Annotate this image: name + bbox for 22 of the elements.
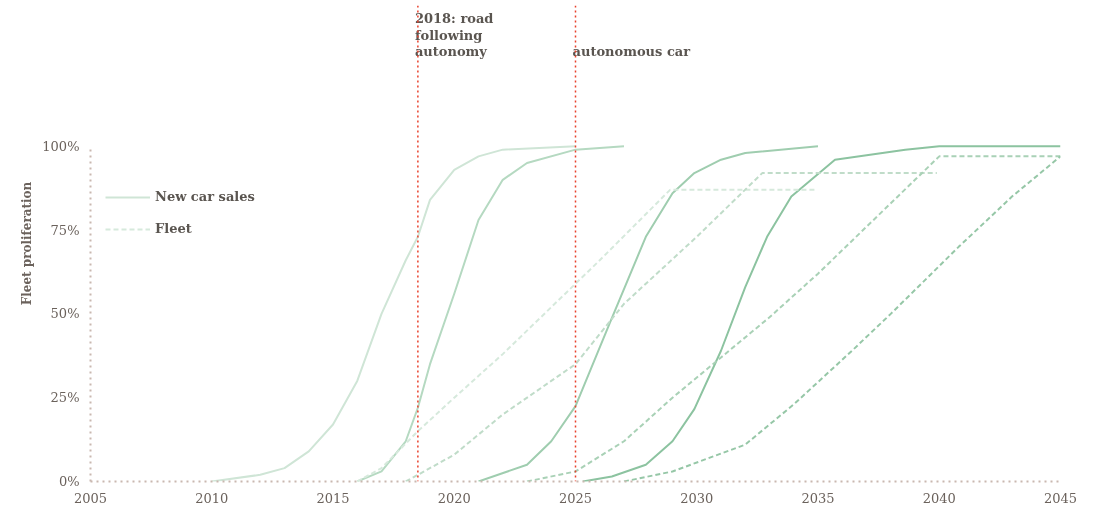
x-tick-label: 2010 [195,490,229,506]
legend-label: New car sales [155,189,255,205]
ref-line-label: 2018: road following autonomy [414,11,494,60]
y-tick-label: 25% [50,390,80,406]
line-series [404,172,938,482]
x-tick-label: 2040 [922,490,956,506]
y-tick-label: 0% [58,474,80,489]
ref-line-label: autonomous car [572,44,691,60]
x-tick-label: 2005 [73,490,108,506]
line-series [356,188,817,482]
y-tick-label: 100% [42,138,80,154]
y-tick-label: 75% [50,222,80,238]
legend-label: Fleet [155,221,192,237]
y-axis-title: Fleet proliferation [20,181,35,306]
x-tick-label: 2045 [1043,490,1078,506]
y-tick-label: 50% [50,306,80,322]
line-series [477,145,819,482]
x-tick-label: 2035 [801,490,835,506]
x-tick-label: 2020 [437,490,471,506]
x-tick-label: 2025 [558,490,593,506]
x-tick-label: 2030 [680,490,714,506]
x-tick-label: 2015 [316,490,350,506]
